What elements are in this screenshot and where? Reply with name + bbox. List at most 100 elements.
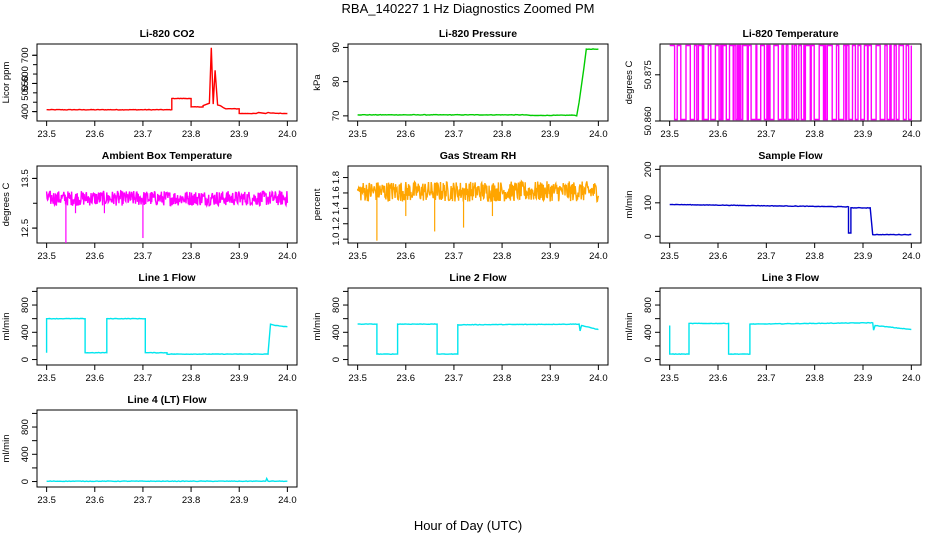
panel-title: Line 1 Flow <box>138 272 196 284</box>
panel-title: Line 4 (LT) Flow <box>127 394 207 406</box>
chart-panel: Line 4 (LT) Flow 23.5 23.6 23.7 23.8 23.9 24.0… <box>1 394 298 506</box>
x-tick-label: 23.9 <box>541 373 560 384</box>
y-axis-label: ml/min <box>624 313 635 341</box>
x-axis-label: Hour of Day (UTC) <box>413 518 523 533</box>
x-tick-label: 23.6 <box>397 129 416 140</box>
x-tick-label: 23.6 <box>86 495 105 506</box>
y-tick-label: 1.8 <box>331 171 342 184</box>
x-tick-label: 23.5 <box>660 129 679 140</box>
x-tick-label: 23.8 <box>182 129 201 140</box>
x-tick-label: 24.0 <box>589 251 608 262</box>
y-tick-label: 200 <box>643 161 654 177</box>
x-tick-label: 23.7 <box>134 495 153 506</box>
x-tick-label: 24.0 <box>589 373 608 384</box>
y-tick-label: 13.5 <box>20 169 31 188</box>
x-tick-label: 23.7 <box>445 251 464 262</box>
data-series <box>46 476 288 483</box>
y-tick-label: 500 <box>20 85 31 101</box>
x-tick-label: 23.6 <box>86 129 105 140</box>
y-tick-label: 400 <box>331 324 342 340</box>
x-tick-label: 23.6 <box>709 129 728 140</box>
x-tick-label: 24.0 <box>589 129 608 140</box>
y-tick-label: 12.5 <box>20 219 31 238</box>
x-tick-label: 23.5 <box>37 129 56 140</box>
y-tick-label: 70 <box>331 111 342 122</box>
x-tick-label: 24.0 <box>278 129 297 140</box>
x-tick-label: 23.5 <box>660 251 679 262</box>
plot-frame <box>36 165 298 244</box>
x-tick-label: 24.0 <box>278 373 297 384</box>
plot-frame <box>659 287 922 366</box>
x-tick-label: 23.8 <box>493 129 512 140</box>
y-tick-label: 1.2 <box>331 217 342 230</box>
x-tick-label: 23.9 <box>541 129 560 140</box>
y-tick-label: 400 <box>643 324 654 340</box>
y-tick-label: 800 <box>20 419 31 435</box>
y-tick-label: 700 <box>20 47 31 63</box>
x-tick-label: 23.8 <box>182 251 201 262</box>
panel-title: Li-820 Pressure <box>439 28 517 40</box>
y-axis-label: ml/min <box>312 313 323 341</box>
panel-title: Li-820 CO2 <box>140 28 195 40</box>
y-tick-label: 100 <box>643 195 654 211</box>
plot-frame <box>347 287 609 366</box>
data-series <box>46 47 288 115</box>
x-tick-label: 24.0 <box>902 129 921 140</box>
data-series <box>357 48 599 117</box>
y-axis-label: kPa <box>312 74 323 91</box>
x-tick-label: 23.5 <box>348 373 367 384</box>
y-tick-label: 800 <box>20 297 31 313</box>
y-tick-label: 800 <box>331 297 342 313</box>
x-tick-label: 23.9 <box>541 251 560 262</box>
y-axis-label: Licor ppm <box>1 62 12 104</box>
y-tick-label: 0 <box>20 479 31 484</box>
y-axis-label: degrees C <box>624 60 635 104</box>
x-tick-label: 23.7 <box>134 129 153 140</box>
x-tick-label: 23.5 <box>348 251 367 262</box>
x-tick-label: 23.8 <box>805 129 824 140</box>
chart-panel: Line 1 Flow 23.5 23.6 23.7 23.8 23.9 24.0 0 400 8… <box>1 272 298 384</box>
x-tick-label: 23.7 <box>757 373 776 384</box>
chart-panel: Ambient Box Temperature 23.5 23.6 23.7 23.8 2… <box>1 150 298 262</box>
x-tick-label: 23.6 <box>86 251 105 262</box>
y-axis-label: percent <box>312 188 323 220</box>
chart-panel: Sample Flow 23.5 23.6 23.7 23.8 23.9 24.0 0 100 2… <box>624 150 922 262</box>
x-tick-label: 23.8 <box>493 373 512 384</box>
plot-frame <box>36 43 298 122</box>
y-tick-label: 0 <box>331 357 342 362</box>
data-series <box>357 323 599 356</box>
x-tick-label: 24.0 <box>902 373 921 384</box>
plot-frame <box>347 165 609 244</box>
x-tick-label: 23.9 <box>230 251 249 262</box>
plot-frame <box>36 409 298 488</box>
x-tick-label: 23.5 <box>660 373 679 384</box>
y-tick-label: 400 <box>20 324 31 340</box>
y-tick-label: 400 <box>20 104 31 120</box>
y-axis-label: degrees C <box>1 182 12 226</box>
y-tick-label: 1.6 <box>331 186 342 199</box>
x-tick-label: 23.8 <box>805 251 824 262</box>
x-tick-label: 23.7 <box>134 251 153 262</box>
data-series <box>45 317 288 356</box>
y-tick-label: 800 <box>643 297 654 313</box>
x-tick-label: 23.8 <box>493 251 512 262</box>
x-tick-label: 23.9 <box>854 251 873 262</box>
x-tick-label: 23.7 <box>445 373 464 384</box>
x-tick-label: 23.9 <box>854 373 873 384</box>
panel-title: Line 3 Flow <box>762 272 820 284</box>
x-tick-label: 23.6 <box>709 373 728 384</box>
page-title: RBA_140227 1 Hz Diagnostics Zoomed PM <box>341 1 595 16</box>
chart-panel: Gas Stream RH 23.5 23.6 23.7 23.8 23.9 24.0 1.0… <box>312 150 609 262</box>
y-tick-label: 400 <box>20 446 31 462</box>
x-tick-label: 23.7 <box>757 251 776 262</box>
x-tick-label: 23.5 <box>37 251 56 262</box>
x-tick-label: 23.7 <box>445 129 464 140</box>
x-tick-label: 23.6 <box>709 251 728 262</box>
x-tick-label: 23.5 <box>348 129 367 140</box>
x-tick-label: 24.0 <box>278 495 297 506</box>
plot-frame <box>36 287 298 366</box>
y-tick-label: 90 <box>331 42 342 53</box>
x-tick-label: 23.9 <box>230 495 249 506</box>
plot-frame <box>659 43 922 122</box>
